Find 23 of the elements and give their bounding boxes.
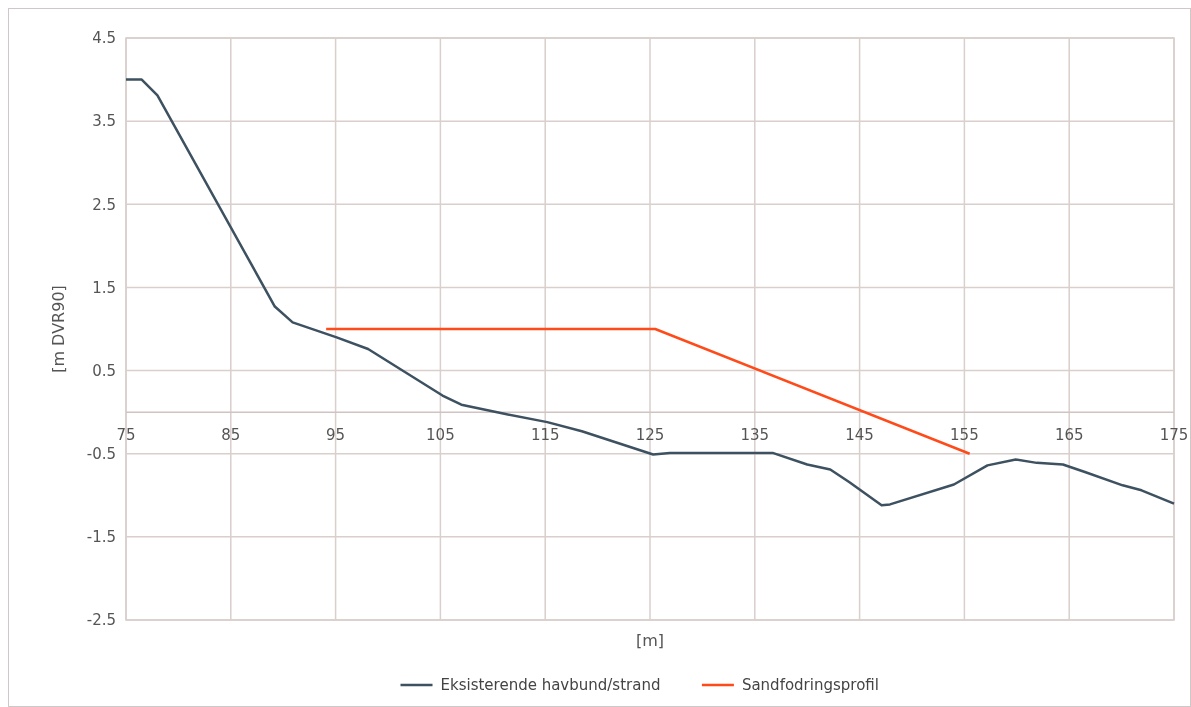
x-tick-label: 145: [845, 426, 874, 445]
y-tick-label: 2.5: [92, 195, 116, 214]
y-tick-label: -0.5: [86, 444, 116, 463]
x-tick-label: 125: [635, 426, 665, 445]
x-tick-label: 105: [426, 426, 455, 445]
legend-label: Eksisterende havbund/strand: [440, 676, 661, 694]
y-tick-label: 4.5: [92, 29, 116, 48]
legend-label: Sandfodringsprofil: [741, 676, 879, 694]
x-tick-label: 155: [950, 426, 979, 445]
x-axis-title: [m]: [635, 631, 665, 650]
y-axis-title: [m DVR90]: [49, 285, 68, 373]
y-tick-label: 3.5: [92, 112, 116, 131]
y-tick-label: 1.5: [92, 278, 116, 297]
x-tick-label: 115: [530, 426, 560, 445]
y-tick-label: -1.5: [86, 528, 116, 547]
x-tick-label: 85: [221, 426, 241, 445]
x-tick-label: 135: [740, 426, 770, 445]
y-tick-label: -2.5: [86, 611, 116, 630]
x-tick-label: 75: [116, 426, 136, 445]
x-tick-label: 165: [1054, 426, 1084, 445]
y-tick-label: 0.5: [92, 361, 116, 380]
x-tick-label: 175: [1159, 426, 1189, 445]
x-tick-label: 95: [326, 426, 346, 445]
